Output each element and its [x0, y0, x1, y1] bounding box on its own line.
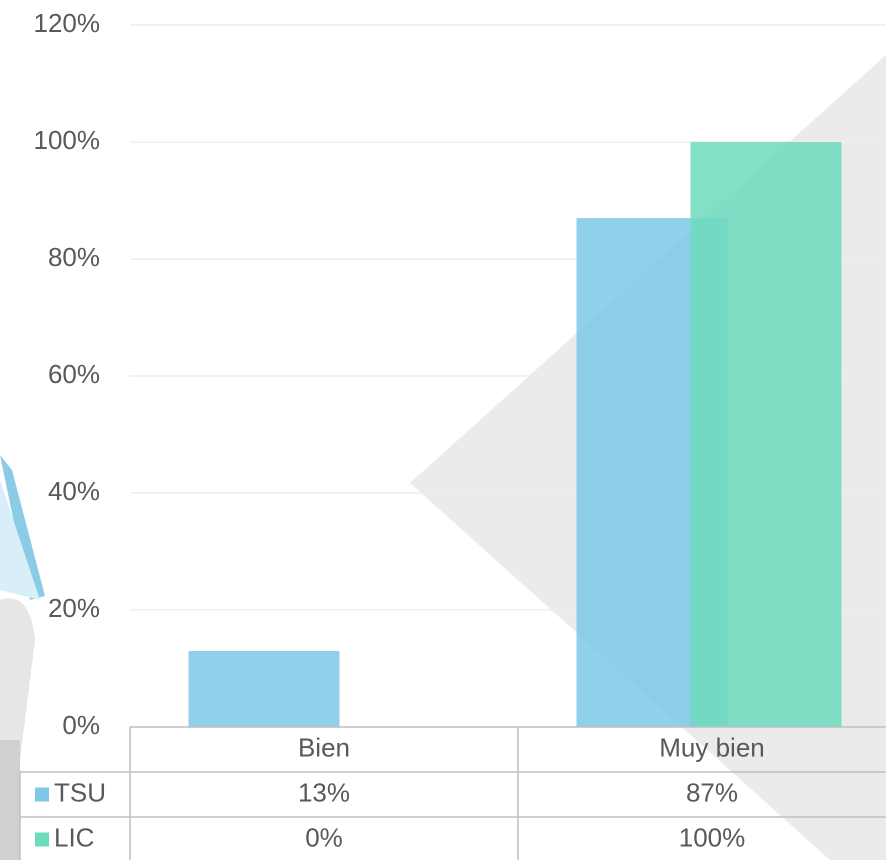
decoration: [0, 598, 35, 760]
y-tick-label: 120%: [34, 8, 101, 38]
x-tick-label: Muy bien: [659, 732, 765, 762]
y-tick-label: 80%: [48, 242, 100, 272]
decoration: [0, 455, 45, 600]
table-value: 87%: [686, 777, 738, 807]
y-tick-label: 60%: [48, 359, 100, 389]
y-tick-label: 40%: [48, 476, 100, 506]
table-value: 0%: [305, 822, 343, 852]
decoration: [0, 740, 20, 860]
bar: [188, 650, 340, 727]
y-tick-label: 0%: [62, 710, 100, 740]
y-tick-label: 20%: [48, 593, 100, 623]
table-value: 100%: [679, 822, 746, 852]
table-value: 13%: [298, 777, 350, 807]
decoration: [0, 480, 40, 600]
legend-swatch: [35, 832, 49, 847]
y-tick-label: 100%: [34, 125, 101, 155]
bar: [690, 142, 842, 727]
x-tick-label: Bien: [298, 732, 350, 762]
legend-swatch: [35, 787, 49, 802]
legend-label: TSU: [54, 777, 106, 807]
legend-label: LIC: [54, 822, 94, 852]
